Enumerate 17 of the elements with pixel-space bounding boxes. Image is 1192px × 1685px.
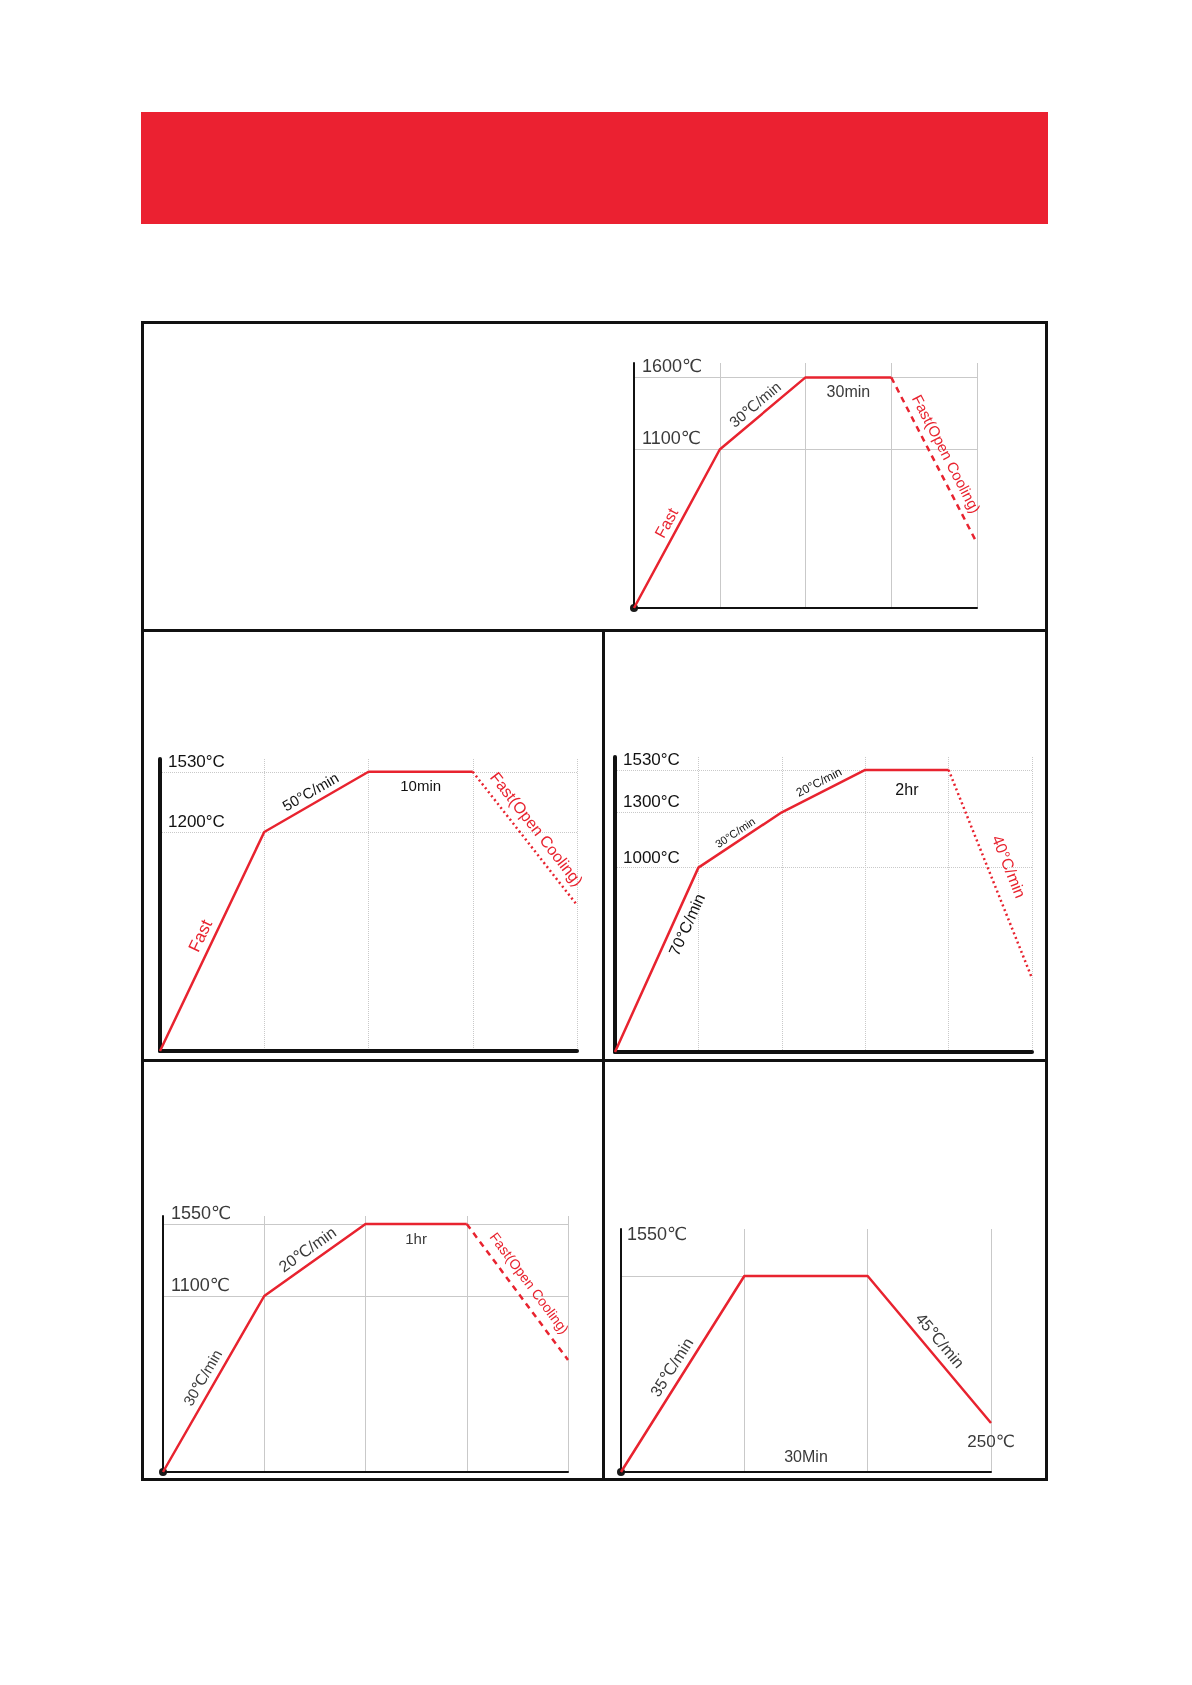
annotation: 2hr	[895, 781, 920, 799]
y-tick-label: 1100℃	[171, 1275, 230, 1295]
y-tick-label: 1100℃	[642, 428, 701, 449]
y-tick-label: 1530°C	[623, 749, 680, 769]
annotation: 1hr	[405, 1229, 427, 1247]
annotation: 30min	[826, 382, 871, 400]
y-tick-label: 1550℃	[171, 1203, 232, 1223]
annotation: Fast	[651, 504, 682, 541]
annotation: Fast	[184, 916, 217, 955]
y-tick-label: 1200°C	[168, 812, 225, 831]
annotation: 30Min	[784, 1447, 828, 1465]
annotation: 10min	[400, 777, 442, 795]
y-tick-label: 1000°C	[623, 847, 680, 867]
y-tick-label: 1300°C	[623, 792, 680, 812]
y-tick-label: 1600℃	[642, 356, 703, 377]
y-tick-label: 1530°C	[168, 751, 225, 771]
annotation: 250℃	[967, 1431, 1015, 1451]
